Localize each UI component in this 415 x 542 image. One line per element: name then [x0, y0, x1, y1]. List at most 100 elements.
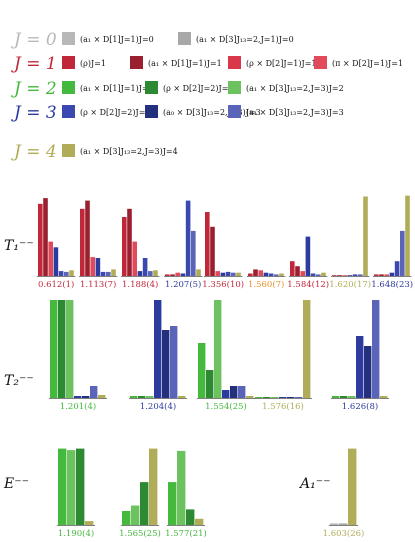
legend: J = 0 (a₁ × D[1]J=1)J=0 (a₁ × D[3]J₁₃=2,J=…: [11, 30, 403, 162]
mass-label: 1.648(23): [371, 279, 413, 290]
legend-j-label: J = 1: [11, 54, 57, 74]
bar-group: 1.560(7): [247, 269, 286, 290]
bar: [363, 196, 368, 276]
bar-group: 1.626(8): [331, 300, 389, 412]
legend-swatch: [130, 56, 143, 69]
mass-label: 1.560(7): [248, 279, 284, 290]
bar: [177, 450, 186, 525]
bar-group: 1.188(4): [121, 208, 160, 290]
bar: [274, 274, 279, 276]
bar: [140, 482, 149, 525]
bar: [248, 273, 253, 276]
bar: [305, 236, 311, 276]
bar-group: 1.207(5): [164, 200, 203, 290]
bar: [153, 270, 158, 276]
legend-swatch: [62, 81, 75, 94]
bar: [64, 271, 69, 276]
bar: [170, 274, 175, 276]
bar: [347, 275, 353, 276]
bar: [148, 271, 153, 276]
legend-swatch: [228, 56, 241, 69]
bar: [90, 386, 98, 398]
bar-group: 1.201(4): [49, 300, 107, 412]
legend-swatch: [314, 56, 327, 69]
bar: [374, 274, 379, 276]
bar: [339, 523, 348, 525]
bar: [53, 247, 59, 276]
bar: [332, 396, 340, 398]
bar: [90, 257, 95, 276]
bar: [180, 273, 186, 276]
bar: [122, 511, 131, 525]
bar: [170, 326, 178, 398]
bar: [394, 261, 400, 276]
bar: [130, 396, 138, 398]
bar: [405, 195, 410, 276]
bar: [48, 241, 53, 276]
legend-swatch: [145, 81, 158, 94]
bar-group: 1.113(7): [79, 200, 118, 290]
legend-j-label: J = 2: [11, 79, 57, 99]
bar: [384, 274, 389, 276]
bar: [295, 266, 300, 276]
bar-group: 1.576(16): [254, 300, 312, 412]
legend-entry-label: (a₁ × D[3]J₁₃=2,J=3)J=3: [246, 108, 344, 117]
legend-entry-label: (a₀ × D[3]J₁₃=2,J=3)J=3: [163, 108, 261, 117]
chart-panel: E⁻⁻ 1.190(4) 1.565(25) 1.577(21): [3, 448, 207, 539]
bar: [127, 208, 132, 276]
bar: [206, 370, 214, 398]
bar: [340, 396, 348, 398]
bar: [352, 274, 358, 276]
bar: [332, 275, 337, 276]
bar: [111, 269, 116, 276]
mass-label: 1.207(5): [165, 279, 201, 290]
mass-label: 1.565(25): [119, 528, 161, 539]
bar: [380, 396, 388, 398]
mass-label: 1.188(4): [122, 279, 158, 290]
bar: [82, 396, 90, 398]
bar: [138, 396, 146, 398]
bar: [168, 482, 177, 525]
legend-swatch: [145, 105, 158, 118]
bar: [263, 272, 269, 276]
bar: [100, 271, 106, 276]
bar-group: 1.577(21): [165, 450, 207, 539]
mass-label: 1.577(21): [165, 528, 207, 539]
legend-entry-label: (ρ × D[2]J=2)J=2: [163, 84, 233, 93]
bar: [106, 271, 111, 276]
mass-label: 1.576(16): [262, 401, 304, 412]
bar: [321, 272, 326, 276]
legend-entry-label: (a₁ × D[3]J₁₃=2,J=3)J=4: [80, 147, 178, 156]
bar: [142, 258, 148, 276]
bar: [271, 397, 279, 398]
bar: [279, 273, 284, 276]
mass-label: 1.356(10): [202, 279, 244, 290]
bar: [76, 448, 85, 525]
bar: [246, 396, 254, 398]
legend-entry-label: (ρ × D[2]J=1)J=1: [246, 59, 316, 68]
bar: [225, 271, 231, 276]
bar: [253, 269, 258, 276]
mass-label: 1.603(26): [323, 528, 365, 539]
legend-entry-label: (a₁ × D[3]J₁₃=2,J=3)J=2: [246, 84, 344, 93]
bar: [214, 300, 222, 398]
bar: [67, 450, 76, 525]
bar: [80, 208, 85, 276]
bar: [85, 200, 90, 276]
bar: [263, 397, 271, 398]
bar: [303, 300, 311, 398]
bar: [198, 343, 206, 398]
bar: [178, 396, 186, 398]
bar: [238, 386, 246, 398]
legend-swatch: [62, 56, 75, 69]
bar: [58, 448, 67, 525]
mass-label: 1.554(25): [205, 401, 247, 412]
bar: [279, 397, 287, 398]
panel-title: T₂⁻⁻: [4, 373, 34, 389]
panels: T₁⁻⁻ 0.612(1) 1.113(7) 1.188(4) 1.207(5) 1.35…: [3, 195, 413, 539]
panel-title: E⁻⁻: [3, 476, 29, 492]
chart-panel: A₁⁻⁻ 1.603(26): [298, 448, 365, 539]
bar: [230, 386, 238, 398]
mass-label: 1.204(4): [140, 401, 176, 412]
